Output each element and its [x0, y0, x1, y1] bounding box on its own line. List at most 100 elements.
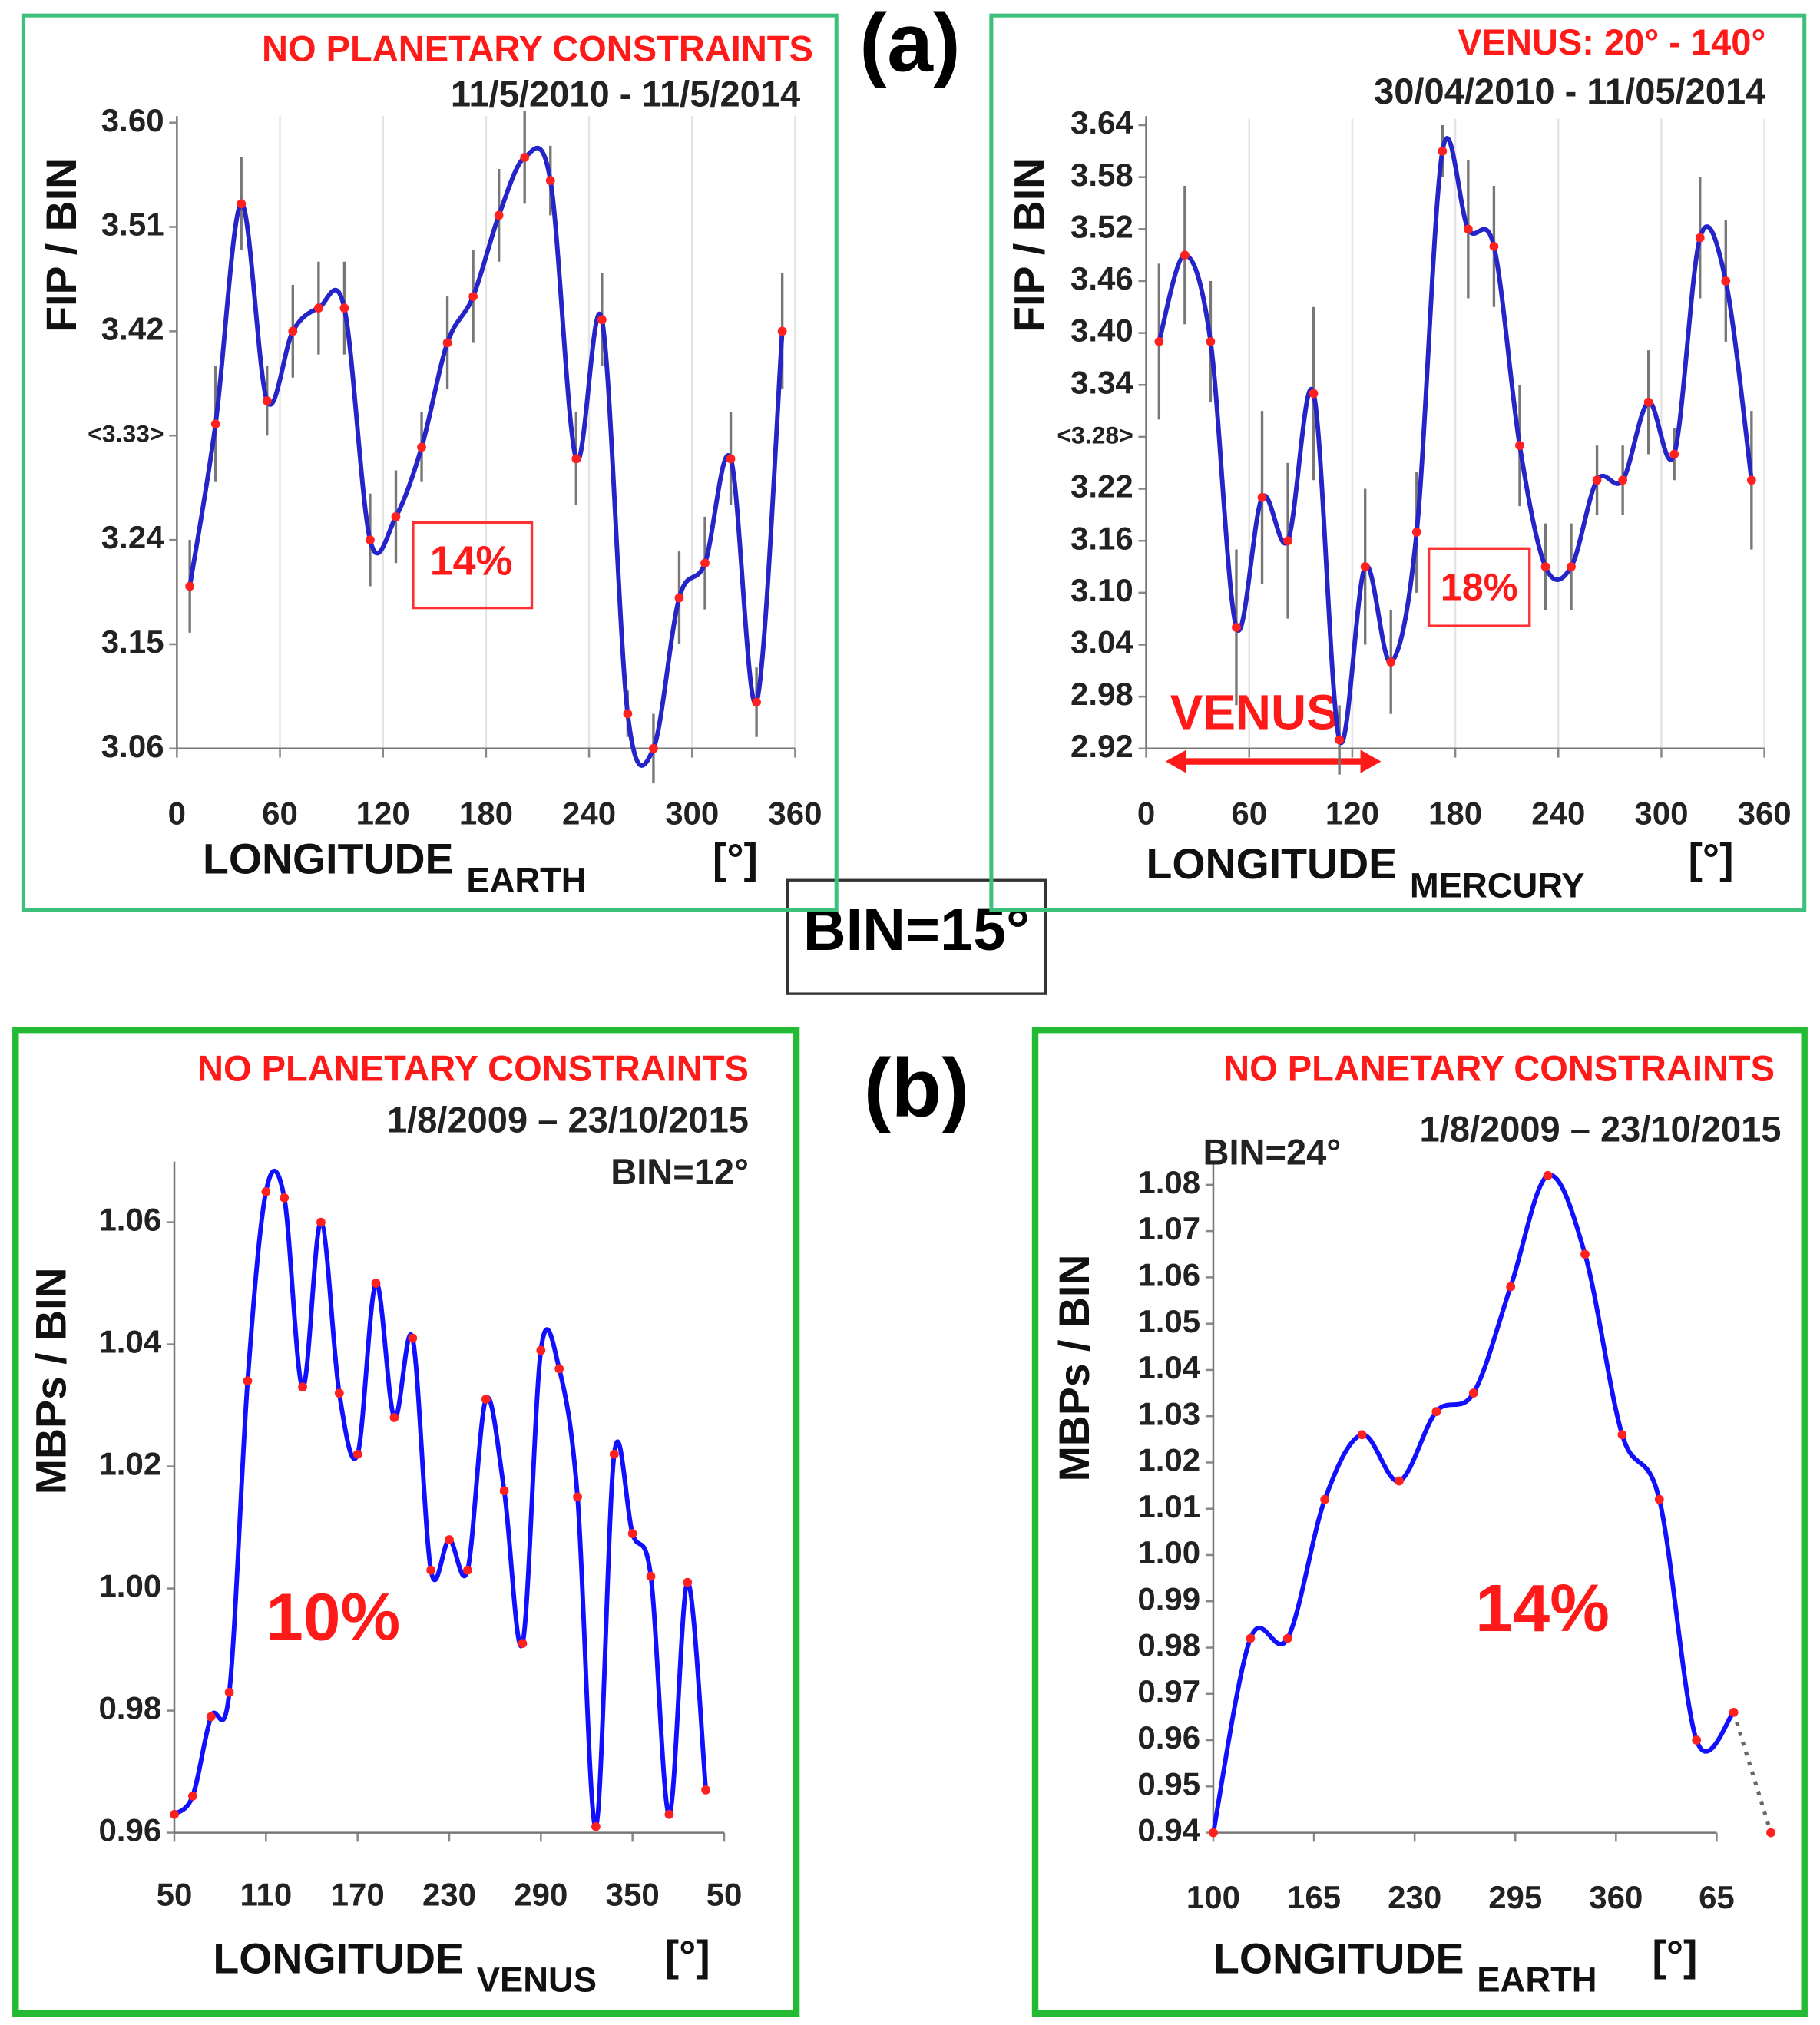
- data-point: [554, 1364, 564, 1374]
- data-point: [1309, 389, 1319, 399]
- data-point: [1209, 1828, 1218, 1838]
- data-point: [700, 558, 710, 568]
- panel-label: (b): [864, 1042, 969, 1134]
- data-point: [1695, 233, 1705, 243]
- data-point: [445, 1535, 454, 1544]
- chart-title: NO PLANETARY CONSTRAINTS: [1223, 1047, 1775, 1088]
- x-axis-label-sub: EARTH: [1477, 1960, 1597, 2000]
- y-tick-label: 1.00: [98, 1568, 161, 1604]
- x-axis-unit: [°]: [1688, 835, 1733, 882]
- series-line: [172, 1169, 709, 1829]
- y-tick-label: 3.22: [1070, 468, 1133, 505]
- x-axis-label: LONGITUDE: [203, 835, 454, 882]
- chart-subtitle: 30/04/2010 - 11/05/2014: [1374, 71, 1765, 111]
- y-tick-label: 1.06: [98, 1202, 161, 1238]
- x-tick-label: 50: [706, 1877, 743, 1913]
- data-point: [481, 1395, 491, 1405]
- x-tick-label: 360: [768, 795, 822, 831]
- x-axis-label: LONGITUDE: [213, 1934, 464, 1982]
- data-point: [1617, 1430, 1627, 1440]
- data-point: [726, 454, 736, 464]
- x-tick-label: 240: [1531, 795, 1585, 831]
- bin-box: [786, 878, 1047, 995]
- x-tick-label: 230: [1388, 1879, 1441, 1915]
- chart-title: NO PLANETARY CONSTRAINTS: [262, 28, 813, 69]
- x-tick-label: 60: [1231, 795, 1267, 831]
- x-tick-label: 60: [262, 795, 298, 831]
- data-point: [206, 1712, 216, 1722]
- data-point: [1206, 337, 1216, 346]
- y-axis-label: FIP / BIN: [1005, 158, 1053, 333]
- data-point: [442, 338, 452, 348]
- panel-frame: [989, 13, 1807, 912]
- y-tick-label: 1.06: [1137, 1256, 1200, 1292]
- x-tick-label: 300: [665, 795, 719, 831]
- data-point: [1386, 657, 1396, 667]
- x-tick-label: 120: [356, 795, 410, 831]
- series-line-dotted: [1732, 1712, 1773, 1834]
- y-tick-label: 0.94: [1137, 1812, 1200, 1848]
- y-tick-label: <3.33>: [88, 420, 164, 448]
- x-axis-label-sub: MERCURY: [1410, 865, 1585, 905]
- y-tick-label: 3.40: [1070, 313, 1133, 349]
- data-point: [1729, 1708, 1739, 1717]
- panel-frame: [12, 1026, 800, 2017]
- data-point: [1320, 1494, 1330, 1504]
- y-tick-label: 1.04: [1137, 1349, 1200, 1385]
- data-point: [777, 326, 787, 336]
- x-tick-label: 180: [1428, 795, 1482, 831]
- annotation-box: [412, 521, 534, 610]
- data-point: [237, 199, 247, 209]
- series-line: [1157, 136, 1754, 746]
- data-point: [1669, 449, 1679, 459]
- annotation: BIN=24°: [1203, 1132, 1342, 1173]
- y-tick-label: 1.05: [1137, 1303, 1200, 1339]
- x-tick-label: 110: [240, 1877, 292, 1913]
- x-tick-label: 300: [1634, 795, 1688, 831]
- y-tick-label: 3.46: [1070, 260, 1133, 296]
- data-point: [545, 176, 555, 186]
- data-point: [1592, 475, 1602, 485]
- y-tick-label: 0.96: [1137, 1719, 1200, 1755]
- y-tick-label: 3.34: [1070, 364, 1133, 400]
- x-tick-label: 120: [1325, 795, 1379, 831]
- data-point: [1766, 1828, 1775, 1838]
- data-point: [366, 535, 375, 544]
- data-point: [389, 1413, 399, 1422]
- data-point: [1438, 146, 1448, 156]
- data-point: [499, 1486, 509, 1496]
- data-point: [1567, 562, 1576, 571]
- data-point: [664, 1809, 674, 1819]
- y-tick-label: 1.03: [1137, 1395, 1200, 1431]
- chart-subtitle: 1/8/2009 – 23/10/2015: [1420, 1108, 1782, 1149]
- data-point: [1643, 397, 1653, 407]
- data-point: [701, 1785, 710, 1795]
- data-point: [1489, 241, 1499, 251]
- annotation: 18%: [1441, 564, 1518, 608]
- data-point: [334, 1388, 344, 1398]
- data-point: [646, 1571, 656, 1581]
- data-point: [339, 303, 349, 313]
- data-point: [1618, 475, 1628, 485]
- data-point: [408, 1333, 418, 1343]
- data-point: [1580, 1249, 1590, 1259]
- arrow-head: [1360, 749, 1382, 773]
- data-point: [288, 326, 298, 336]
- data-point: [1360, 562, 1370, 571]
- y-axis-label: MBPs / BIN: [1051, 1255, 1098, 1482]
- y-tick-label: 3.10: [1070, 572, 1133, 608]
- data-point: [1395, 1476, 1404, 1486]
- data-point: [210, 419, 220, 429]
- x-axis-label: LONGITUDE: [1147, 840, 1398, 888]
- arrow-head: [1165, 749, 1186, 773]
- panel-frame: [21, 13, 839, 912]
- data-point: [1180, 250, 1190, 260]
- data-point: [280, 1193, 290, 1203]
- data-point: [261, 1186, 271, 1196]
- data-point: [494, 210, 504, 220]
- x-axis-unit: [°]: [1652, 1932, 1697, 1980]
- x-tick-label: 65: [1699, 1879, 1735, 1915]
- data-point: [243, 1376, 253, 1386]
- data-point: [1357, 1430, 1367, 1440]
- y-tick-label: 3.51: [101, 207, 164, 243]
